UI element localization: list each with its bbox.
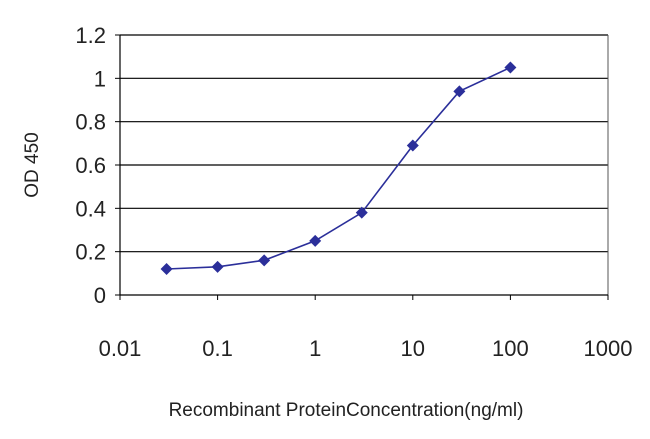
y-axis-title: OD 450 — [22, 132, 43, 197]
x-axis-title: Recombinant ProteinConcentration(ng/ml) — [169, 400, 524, 421]
data-point-marker — [453, 85, 466, 98]
data-point-marker — [406, 139, 419, 152]
y-tick-label: 0.6 — [75, 153, 106, 178]
axis-layer — [115, 34, 609, 300]
x-tick-label: 0.01 — [99, 336, 142, 361]
data-point-marker — [309, 234, 322, 247]
y-tick-label: 0.4 — [75, 196, 106, 221]
y-tick-label: 1 — [94, 66, 106, 91]
x-tick-label: 1 — [309, 336, 321, 361]
y-tick-label: 0 — [94, 283, 106, 308]
data-point-marker — [504, 61, 517, 74]
series-line — [166, 66, 511, 270]
x-tick-label: 100 — [492, 336, 529, 361]
label-layer: OD 450 Recombinant ProteinConcentration(… — [22, 23, 632, 421]
x-tick-label: 0.1 — [202, 336, 233, 361]
data-point-marker — [160, 263, 173, 275]
grid-layer — [120, 34, 609, 295]
data-point-marker — [258, 254, 271, 267]
data-point-marker — [355, 206, 368, 219]
y-tick-label: 1.2 — [75, 23, 106, 48]
x-tick-label: 10 — [401, 336, 425, 361]
y-tick-label: 0.8 — [75, 110, 106, 135]
y-tick-label: 0.2 — [75, 240, 106, 265]
x-tick-label: 1000 — [584, 336, 633, 361]
series-layer — [160, 61, 517, 275]
data-point-marker — [211, 260, 224, 273]
